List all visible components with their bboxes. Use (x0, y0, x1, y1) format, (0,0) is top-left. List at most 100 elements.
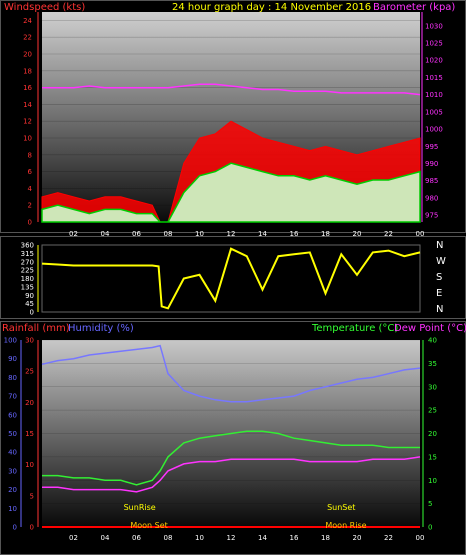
rainfall-axis-title: Rainfall (mm) (2, 323, 70, 334)
rainfall-y-tick-label: 0 (30, 524, 34, 532)
humidity-y-tick-label: 70 (8, 393, 17, 401)
wind-y-tick-label: 20 (23, 51, 32, 59)
temp-x-tick-label: 08 (164, 534, 173, 542)
wind-x-tick-label: 10 (195, 230, 204, 238)
humidity-y-tick-label: 10 (8, 505, 17, 513)
temp-x-tick-label: 06 (132, 534, 141, 542)
humidity-series (41, 344, 421, 403)
rainfall-y-tick-label: 25 (25, 368, 34, 376)
wind-y-tick-label: 2 (28, 202, 32, 210)
temp-x-tick-label: 16 (290, 534, 299, 542)
compass-label: W (436, 256, 446, 267)
barometer-axis-title: Barometer (kpa) (373, 2, 455, 13)
rainfall-y-tick-label: 10 (25, 461, 34, 469)
wind-y-tick-label: 12 (23, 118, 32, 126)
chart-title: 24 hour graph day : 14 November 2016 (172, 2, 371, 13)
rainfall-y-tick-label: 5 (30, 492, 34, 500)
compass-label: S (436, 272, 442, 283)
temp-y-tick-label: 0 (428, 524, 432, 532)
baro-y-tick-label: 990 (425, 160, 438, 168)
compass-label: N (436, 240, 443, 251)
humidity-y-tick-label: 30 (8, 467, 17, 475)
temperature-axis-title: Temperature (°C) (311, 323, 398, 334)
wind-y-tick-label: 14 (23, 101, 32, 109)
baro-y-tick-label: 1020 (425, 57, 443, 65)
temp-y-tick-label: 20 (428, 430, 437, 438)
direction-y-tick-label: 90 (25, 292, 34, 300)
wind-y-tick-label: 0 (28, 219, 32, 227)
baro-y-tick-label: 980 (425, 194, 438, 202)
wind-x-tick-label: 18 (321, 230, 330, 238)
barometer-series (42, 83, 421, 96)
wind-y-tick-label: 22 (23, 34, 32, 42)
wind-y-tick-label: 4 (28, 185, 33, 193)
wind-x-tick-label: 16 (290, 230, 299, 238)
direction-y-tick-label: 0 (30, 309, 34, 317)
wind-x-tick-label: 20 (353, 230, 362, 238)
temperature-series (42, 430, 420, 486)
humidity-axis-title: Humidity (%) (68, 323, 134, 334)
wind-x-tick-label: 04 (101, 230, 110, 238)
baro-y-tick-label: 1010 (425, 91, 443, 99)
temp-x-tick-label: 10 (195, 534, 204, 542)
wind-y-tick-label: 10 (23, 135, 32, 143)
wind-direction-series (41, 247, 421, 310)
baro-y-tick-label: 1025 (425, 39, 443, 47)
humidity-y-tick-label: 90 (8, 355, 17, 363)
direction-y-tick-label: 270 (21, 258, 34, 266)
wind-y-tick-label: 24 (23, 17, 32, 25)
baro-y-tick-label: 1015 (425, 74, 443, 82)
wind-x-tick-label: 02 (69, 230, 78, 238)
humidity-y-tick-label: 100 (4, 337, 17, 345)
wind-y-tick-label: 6 (28, 168, 33, 176)
plot-bg-direction (41, 244, 421, 313)
wind-y-tick-label: 16 (23, 84, 32, 92)
marker-label: Moon Set (130, 521, 167, 530)
wind-avg-series (41, 162, 421, 223)
temp-x-tick-label: 20 (353, 534, 362, 542)
rainfall-y-tick-label: 15 (25, 430, 34, 438)
marker-label: Moon Rise (325, 521, 366, 530)
temp-y-tick-label: 40 (428, 337, 437, 345)
temp-y-tick-label: 10 (428, 477, 437, 485)
temp-y-tick-label: 15 (428, 453, 437, 461)
rainfall-y-tick-label: 20 (25, 399, 34, 407)
humidity-y-tick-label: 0 (13, 524, 17, 532)
compass-label: E (436, 288, 442, 299)
wind-x-tick-label: 12 (227, 230, 236, 238)
humidity-y-tick-label: 80 (8, 374, 17, 382)
temp-x-tick-label: 22 (384, 534, 393, 542)
baro-y-tick-label: 1005 (425, 108, 443, 116)
temp-y-tick-label: 5 (428, 500, 432, 508)
temp-x-tick-label: 04 (101, 534, 110, 542)
windspeed-axis-title: Windspeed (kts) (4, 2, 85, 13)
wind-y-tick-label: 8 (28, 151, 32, 159)
marker-label: SunRise (124, 503, 156, 512)
direction-y-tick-label: 135 (21, 283, 34, 291)
temp-x-tick-label: 14 (258, 534, 267, 542)
direction-y-tick-label: 360 (21, 242, 34, 250)
temp-y-tick-label: 30 (428, 383, 437, 391)
humidity-y-tick-label: 20 (8, 486, 17, 494)
temp-y-tick-label: 35 (428, 360, 437, 368)
baro-y-tick-label: 985 (425, 177, 438, 185)
baro-y-tick-label: 1000 (425, 126, 443, 134)
temp-x-tick-label: 00 (416, 534, 425, 542)
dewpoint-axis-title: Dew Point (°C) (394, 323, 466, 334)
baro-y-tick-label: 1030 (425, 22, 443, 30)
temp-x-tick-label: 18 (321, 534, 330, 542)
wind-x-tick-label: 06 (132, 230, 141, 238)
baro-y-tick-label: 975 (425, 212, 438, 220)
wind-x-tick-label: 08 (164, 230, 173, 238)
dewpoint-series (42, 456, 421, 493)
humidity-y-tick-label: 40 (8, 449, 17, 457)
temp-x-tick-label: 12 (227, 534, 236, 542)
baro-y-tick-label: 995 (425, 143, 438, 151)
rainfall-y-tick-label: 30 (25, 337, 34, 345)
wind-x-tick-label: 00 (416, 230, 425, 238)
direction-y-tick-label: 225 (21, 267, 34, 275)
wind-x-tick-label: 22 (384, 230, 393, 238)
wind-x-tick-label: 14 (258, 230, 267, 238)
